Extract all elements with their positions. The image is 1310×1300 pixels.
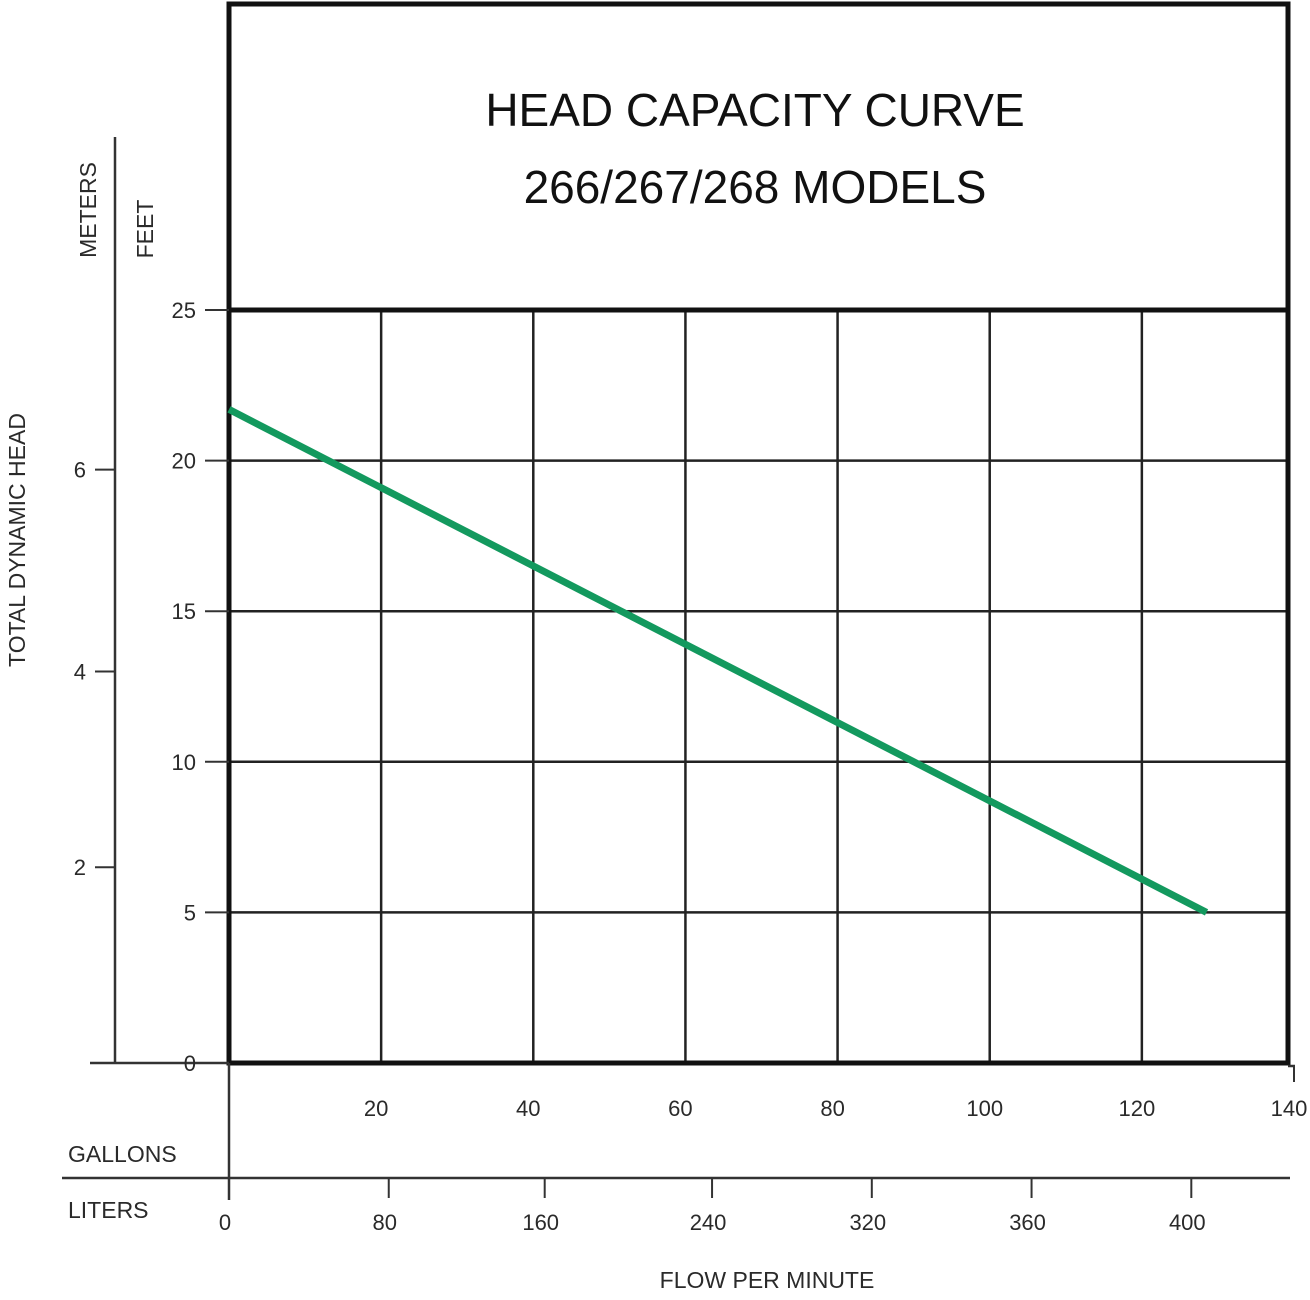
gallons-tick-label: 120 — [1118, 1096, 1155, 1121]
gallons-tick-label: 40 — [516, 1096, 540, 1121]
liters-tick-label: 400 — [1169, 1210, 1206, 1235]
chart-title: HEAD CAPACITY CURVE — [485, 84, 1024, 136]
feet-tick-label: 15 — [172, 599, 196, 624]
meters-tick-label: 4 — [74, 659, 86, 684]
feet-unit-label: FEET — [132, 200, 158, 259]
head-capacity-curve-line — [227, 406, 1209, 916]
gallons-tick-label: 100 — [966, 1096, 1003, 1121]
x-axis-label: FLOW PER MINUTE — [660, 1267, 875, 1293]
feet-tick-label: 0 — [184, 1051, 196, 1076]
liters-tick-label: 320 — [849, 1210, 886, 1235]
meters-tick-label: 2 — [74, 855, 86, 880]
grid-lines — [229, 310, 1288, 1063]
feet-tick-label: 10 — [172, 750, 196, 775]
liters-tick-label: 160 — [522, 1210, 559, 1235]
meters-unit-label: METERS — [75, 162, 101, 258]
plot-frame — [226, 307, 1291, 1066]
feet-tick-label: 20 — [172, 449, 196, 474]
series-layer — [227, 406, 1209, 916]
liters-tick-label: 360 — [1009, 1210, 1046, 1235]
meters-tick-label: 6 — [74, 458, 86, 483]
liters-tick-label: 240 — [690, 1210, 727, 1235]
gallons-unit-label: GALLONS — [68, 1141, 177, 1167]
gallons-tick-label: 140 — [1271, 1096, 1308, 1121]
gallons-tick-label: 80 — [820, 1096, 844, 1121]
gallons-tick-label: 60 — [668, 1096, 692, 1121]
chart-subtitle: 266/267/268 MODELS — [524, 161, 987, 213]
ticks: 0 5 10 15 20 25 2 4 6 20 40 60 80 100 120 140 0 80 160 240 3… — [74, 298, 1308, 1235]
liters-tick-label: 80 — [373, 1210, 397, 1235]
title-box — [226, 1, 1291, 313]
feet-tick-label: 5 — [184, 900, 196, 925]
y-axis-label: TOTAL DYNAMIC HEAD — [4, 413, 30, 667]
gallons-tick-label: 20 — [364, 1096, 388, 1121]
axes — [62, 137, 1295, 1200]
feet-tick-label: 25 — [172, 298, 196, 323]
liters-tick-label: 0 — [219, 1210, 231, 1235]
liters-unit-label: LITERS — [68, 1197, 149, 1223]
